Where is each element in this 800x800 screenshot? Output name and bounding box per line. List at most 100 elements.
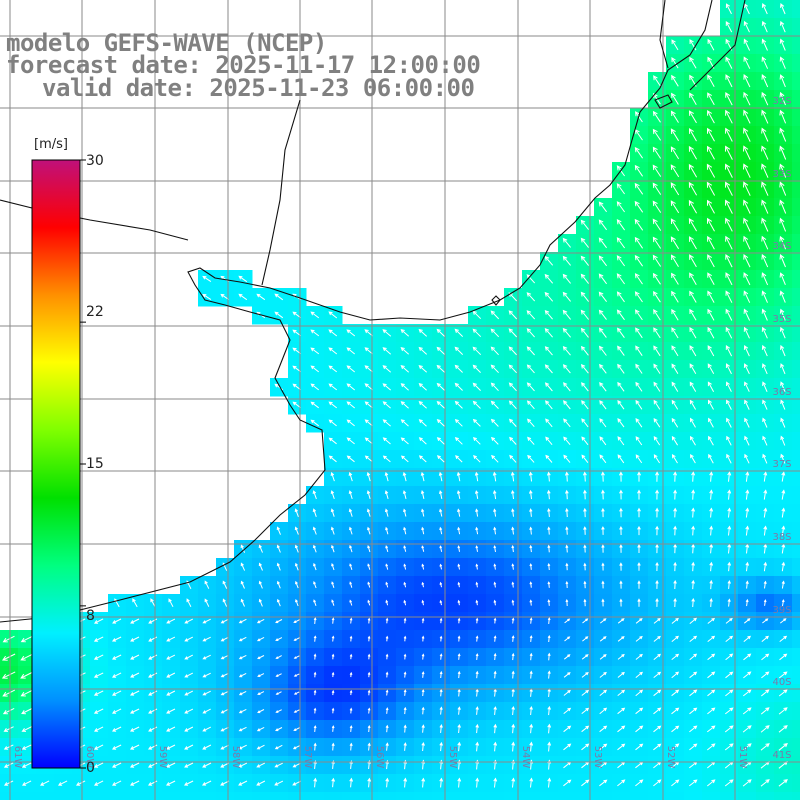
wind-arrow xyxy=(725,199,733,214)
wind-arrow xyxy=(331,689,335,696)
field-cell xyxy=(270,792,289,800)
field-cell xyxy=(792,558,800,577)
wind-arrow xyxy=(778,707,788,715)
wind-arrow xyxy=(2,635,15,643)
wind-arrow xyxy=(583,507,587,518)
wind-arrow xyxy=(258,544,263,553)
wind-arrow xyxy=(707,235,715,250)
wind-arrow xyxy=(238,690,247,696)
wind-arrow xyxy=(346,347,356,355)
lat-label: 36S xyxy=(772,387,791,398)
wind-arrow xyxy=(313,777,318,788)
wind-arrow xyxy=(349,526,353,535)
wind-arrow xyxy=(439,563,443,570)
wind-arrow xyxy=(475,723,479,734)
wind-arrow xyxy=(402,471,407,482)
wind-arrow xyxy=(457,617,461,624)
wind-arrow xyxy=(689,743,698,751)
field-cell xyxy=(792,720,800,739)
wind-arrow xyxy=(598,309,607,320)
wind-arrow xyxy=(346,329,356,337)
wind-arrow xyxy=(671,635,680,642)
lat-label: 33S xyxy=(772,169,791,180)
field-cell xyxy=(198,792,217,800)
wind-arrow xyxy=(709,561,714,572)
wind-arrow xyxy=(129,690,140,696)
wind-arrow xyxy=(565,544,569,553)
wind-arrow xyxy=(563,689,571,696)
wind-arrow xyxy=(364,401,373,409)
wind-arrow xyxy=(436,455,445,463)
wind-arrow xyxy=(528,471,533,482)
wind-arrow xyxy=(349,671,353,678)
wind-arrow xyxy=(760,779,770,787)
field-cell xyxy=(792,666,800,685)
wind-arrow xyxy=(111,654,122,660)
wind-arrow xyxy=(454,400,463,409)
wind-arrow xyxy=(725,272,733,286)
wind-arrow xyxy=(367,599,371,606)
wind-arrow xyxy=(493,635,497,642)
wind-arrow xyxy=(457,670,461,679)
wind-arrow xyxy=(403,689,407,696)
wind-arrow xyxy=(673,597,677,608)
wind-arrow xyxy=(457,526,461,535)
wind-arrow xyxy=(689,435,696,446)
wind-arrow xyxy=(313,599,317,606)
wind-arrow xyxy=(563,418,571,428)
wind-arrow xyxy=(1,653,16,661)
wind-arrow xyxy=(418,400,427,409)
wind-arrow xyxy=(238,762,248,768)
wind-arrow xyxy=(616,291,625,303)
wind-arrow xyxy=(403,581,407,588)
wind-arrow xyxy=(457,508,461,517)
wind-arrow xyxy=(367,777,372,788)
wind-arrow xyxy=(385,526,389,535)
wind-arrow xyxy=(493,777,498,788)
wind-arrow xyxy=(670,182,680,196)
field-cell xyxy=(162,792,181,800)
wind-arrow xyxy=(599,689,608,696)
wind-arrow xyxy=(310,419,320,427)
wind-arrow xyxy=(707,199,715,214)
wind-arrow xyxy=(129,726,140,732)
wind-arrow xyxy=(617,689,626,696)
wind-arrow xyxy=(653,309,661,321)
wind-arrow xyxy=(599,454,607,464)
wind-arrow xyxy=(580,219,589,230)
wind-arrow xyxy=(21,780,32,786)
wind-arrow xyxy=(743,74,751,88)
wind-arrow xyxy=(708,453,714,464)
wind-arrow xyxy=(346,365,356,373)
wind-arrow xyxy=(367,544,371,553)
wind-arrow xyxy=(689,635,698,642)
wind-arrow xyxy=(403,545,407,552)
wind-arrow xyxy=(312,508,317,517)
wind-arrow xyxy=(673,561,677,572)
wind-arrow xyxy=(508,382,517,392)
wind-arrow xyxy=(276,544,281,553)
wind-arrow xyxy=(238,726,247,732)
wind-arrow xyxy=(382,455,391,463)
wind-arrow xyxy=(691,543,695,554)
field-cell xyxy=(594,792,613,800)
wind-arrow xyxy=(725,163,733,178)
wind-arrow xyxy=(564,471,569,482)
wind-arrow xyxy=(418,382,427,391)
field-cell xyxy=(54,792,73,800)
wind-arrow xyxy=(743,253,751,268)
wind-arrow xyxy=(509,436,517,445)
wind-arrow xyxy=(742,689,752,697)
wind-arrow xyxy=(331,544,335,553)
wind-arrow xyxy=(511,581,515,588)
wind-arrow xyxy=(634,254,644,267)
wind-arrow xyxy=(256,618,265,624)
wind-arrow xyxy=(132,598,138,608)
wind-arrow xyxy=(745,489,750,500)
border-path xyxy=(491,295,501,306)
wind-arrow xyxy=(508,364,517,374)
wind-arrow xyxy=(457,653,461,660)
wind-arrow xyxy=(421,617,425,624)
wind-arrow xyxy=(529,581,533,588)
